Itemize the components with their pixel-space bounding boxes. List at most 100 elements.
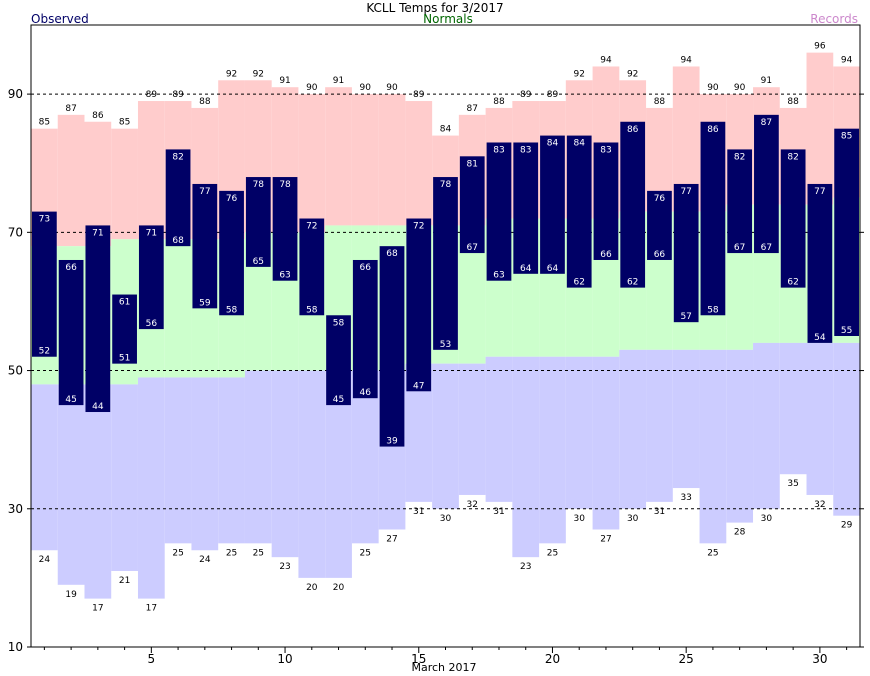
observed-bar <box>326 315 351 406</box>
observed-high-label: 83 <box>600 145 611 155</box>
record-high-label: 94 <box>680 55 692 65</box>
record-low-band <box>218 377 245 544</box>
y-tick-label: 50 <box>8 364 23 378</box>
record-low-band <box>111 384 138 571</box>
record-low-label: 31 <box>413 507 424 517</box>
record-high-band <box>57 114 85 247</box>
record-high-label: 92 <box>253 69 264 79</box>
record-low-band <box>779 342 807 475</box>
record-low-band <box>137 377 165 599</box>
observed-low-label: 62 <box>787 278 798 288</box>
observed-bar <box>593 142 619 260</box>
observed-low-label: 44 <box>92 402 104 412</box>
observed-high-label: 85 <box>841 132 852 142</box>
observed-low-label: 58 <box>306 305 318 315</box>
record-high-label: 90 <box>306 83 318 93</box>
record-high-label: 84 <box>440 125 452 135</box>
record-low-band <box>31 384 58 551</box>
record-high-label: 91 <box>279 76 290 86</box>
record-low-label: 24 <box>39 555 51 565</box>
observed-low-label: 68 <box>172 236 184 246</box>
record-high-label: 89 <box>413 90 425 100</box>
x-tick-label: 20 <box>545 652 560 666</box>
observed-high-label: 82 <box>172 152 183 162</box>
record-high-label: 94 <box>841 55 853 65</box>
record-high-label: 86 <box>92 111 104 121</box>
record-low-label: 20 <box>306 583 318 593</box>
observed-low-label: 55 <box>841 326 852 336</box>
observed-high-label: 76 <box>226 194 238 204</box>
record-low-band <box>271 370 299 558</box>
record-high-label: 88 <box>199 97 211 107</box>
y-tick-label: 70 <box>8 225 23 239</box>
observed-low-label: 64 <box>547 264 559 274</box>
record-low-label: 33 <box>680 493 691 503</box>
observed-low-label: 47 <box>413 381 424 391</box>
record-low-label: 25 <box>253 548 264 558</box>
observed-low-label: 67 <box>734 243 745 253</box>
observed-bar <box>459 156 485 254</box>
legend-observed: Observed <box>31 12 89 26</box>
observed-low-label: 45 <box>65 395 76 405</box>
record-low-label: 32 <box>467 500 478 510</box>
observed-low-label: 59 <box>199 298 211 308</box>
observed-bar <box>352 259 378 399</box>
observed-high-label: 72 <box>413 222 424 232</box>
record-high-label: 88 <box>787 97 799 107</box>
record-low-label: 31 <box>654 507 665 517</box>
observed-bar <box>834 128 859 336</box>
record-low-band <box>432 363 459 509</box>
observed-bar <box>138 225 164 330</box>
record-low-label: 23 <box>279 562 290 572</box>
record-high-band <box>137 101 165 240</box>
record-low-label: 30 <box>761 514 773 524</box>
observed-bar <box>566 135 592 288</box>
record-high-label: 89 <box>172 90 184 100</box>
record-high-band <box>298 94 326 233</box>
observed-bar <box>620 121 646 288</box>
observed-high-label: 77 <box>814 187 825 197</box>
observed-high-label: 86 <box>707 125 719 135</box>
observed-bar <box>433 177 458 350</box>
observed-low-label: 62 <box>627 278 638 288</box>
observed-high-label: 82 <box>734 152 745 162</box>
record-low-band <box>699 349 727 544</box>
observed-low-label: 45 <box>333 395 344 405</box>
observed-high-label: 81 <box>467 159 478 169</box>
y-tick-label: 30 <box>8 502 23 516</box>
record-low-label: 17 <box>146 604 157 614</box>
record-high-label: 89 <box>146 90 158 100</box>
record-low-label: 20 <box>333 583 345 593</box>
observed-bar <box>754 114 779 254</box>
record-low-label: 25 <box>360 548 371 558</box>
record-high-label: 90 <box>360 83 372 93</box>
record-low-label: 35 <box>787 479 798 489</box>
observed-bar <box>192 183 218 309</box>
plot-area: 7352852466458719714486176151852171568917… <box>8 24 864 666</box>
record-high-band <box>378 94 406 226</box>
observed-low-label: 52 <box>39 347 50 357</box>
observed-bar <box>112 294 137 364</box>
record-high-label: 90 <box>707 83 719 93</box>
observed-high-label: 83 <box>520 145 531 155</box>
observed-low-label: 56 <box>146 319 158 329</box>
record-high-label: 87 <box>65 104 76 114</box>
record-low-band <box>298 370 326 578</box>
observed-low-label: 63 <box>493 271 504 281</box>
record-low-band <box>191 377 219 551</box>
record-low-band <box>672 349 700 489</box>
record-low-band <box>351 370 379 544</box>
observed-low-label: 63 <box>279 271 290 281</box>
observed-low-label: 67 <box>467 243 478 253</box>
record-low-label: 28 <box>734 528 746 538</box>
record-low-band <box>726 349 754 523</box>
record-low-label: 30 <box>440 514 452 524</box>
observed-high-label: 87 <box>761 118 772 128</box>
observed-bar <box>780 149 806 288</box>
record-high-label: 88 <box>654 97 666 107</box>
observed-bar <box>807 183 833 343</box>
record-low-label: 29 <box>841 521 853 531</box>
observed-bar <box>58 259 84 406</box>
record-low-band <box>619 349 647 509</box>
